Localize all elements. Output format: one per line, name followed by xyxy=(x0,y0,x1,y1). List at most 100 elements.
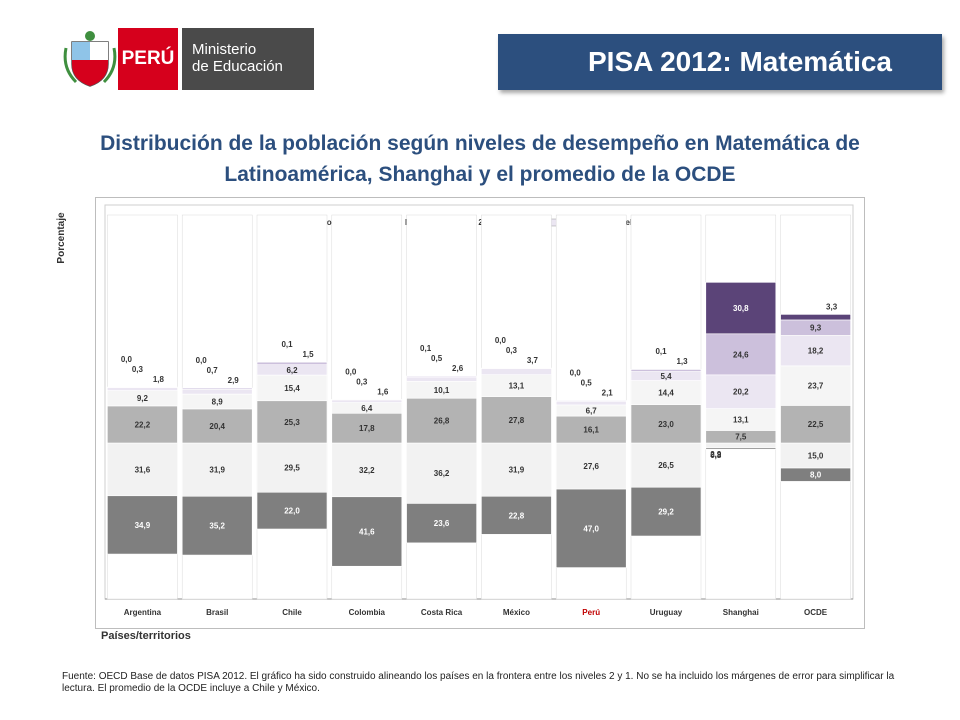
bar-segment xyxy=(107,405,178,444)
x-tick-label: Costa Rica xyxy=(421,608,463,617)
data-label: 22,8 xyxy=(509,511,525,520)
data-label: 9,3 xyxy=(810,324,822,333)
bar-segment xyxy=(780,442,851,469)
bar-segment xyxy=(107,387,178,391)
data-label: 27,6 xyxy=(583,462,599,471)
x-tick-label: México xyxy=(503,608,530,617)
bar-segment xyxy=(630,486,702,537)
data-label: 0,3 xyxy=(506,346,518,355)
data-label: 8,9 xyxy=(212,398,224,407)
data-label: 22,2 xyxy=(135,420,151,429)
data-label: 26,5 xyxy=(658,461,674,470)
bar-segment xyxy=(181,442,253,497)
x-tick-label: Shanghai xyxy=(723,608,759,617)
data-label: 3,3 xyxy=(826,302,838,311)
chart-container: Debajo del Nivel 1Nivel 1Nivel 2Nivel 3N… xyxy=(95,197,865,629)
data-label: 0,0 xyxy=(345,367,357,376)
logo-ministry-line2: de Educación xyxy=(192,58,283,75)
data-label: 0,5 xyxy=(581,379,593,388)
data-label: 34,9 xyxy=(135,521,151,530)
data-label: 0,3 xyxy=(132,365,144,374)
bar-segment xyxy=(256,491,328,530)
data-label: 0,1 xyxy=(655,347,667,356)
data-label: 2,9 xyxy=(710,450,722,459)
bar-segment xyxy=(331,442,403,498)
bar-segment xyxy=(331,496,403,567)
data-label: 1,8 xyxy=(153,375,165,384)
bar-segment xyxy=(256,400,328,444)
data-label: 6,7 xyxy=(586,407,598,416)
bar-segment xyxy=(780,467,851,482)
bar-segment xyxy=(481,442,552,497)
data-label: 0,3 xyxy=(356,377,368,386)
data-label: 18,2 xyxy=(808,347,824,356)
bar-segment xyxy=(705,447,777,450)
bar-segment xyxy=(256,442,328,493)
bar-segment xyxy=(555,401,627,406)
data-label: 41,6 xyxy=(359,528,375,537)
bar-segment xyxy=(481,495,552,535)
data-label: 0,8 xyxy=(710,451,722,460)
x-tick-label: Perú xyxy=(582,608,600,617)
bar-segment xyxy=(705,282,777,335)
data-label: 31,9 xyxy=(209,466,225,475)
data-label: 5,4 xyxy=(660,372,672,381)
peru-coat-of-arms-icon xyxy=(63,31,117,87)
data-label: 10,1 xyxy=(434,386,450,395)
data-label: 35,2 xyxy=(209,522,225,531)
bar-segment xyxy=(780,314,851,321)
x-tick-label: Brasil xyxy=(206,608,228,617)
data-label: 24,6 xyxy=(733,350,749,359)
x-tick-label: OCDE xyxy=(804,608,828,617)
data-label: 14,4 xyxy=(658,389,674,398)
y-axis-label: Porcentaje xyxy=(56,212,67,264)
bar-segment xyxy=(331,399,403,401)
bar-segment xyxy=(107,495,178,555)
data-label: 22,0 xyxy=(284,507,300,516)
data-label: 29,5 xyxy=(284,464,300,473)
bar-segment xyxy=(256,361,328,365)
bar-segment xyxy=(630,404,702,444)
data-label: 13,1 xyxy=(509,382,525,391)
data-label: 16,1 xyxy=(583,426,599,435)
data-label: 2,1 xyxy=(602,389,614,398)
data-label: 6,2 xyxy=(286,366,298,375)
bar-segment xyxy=(331,399,403,403)
data-label: 26,8 xyxy=(434,417,450,426)
data-label: 0,0 xyxy=(196,356,208,365)
source-note: Fuente: OECD Base de datos PISA 2012. El… xyxy=(62,671,895,694)
bar-segment xyxy=(555,415,627,444)
data-label: 1,6 xyxy=(377,387,389,396)
data-label: 13,1 xyxy=(733,416,749,425)
data-label: 31,9 xyxy=(509,466,525,475)
data-label: 23,7 xyxy=(808,382,824,391)
data-label: 2,6 xyxy=(452,364,464,373)
bar-segment xyxy=(630,442,702,488)
data-label: 0,0 xyxy=(570,369,582,378)
data-label: 7,5 xyxy=(735,433,747,442)
data-label: 0,1 xyxy=(281,340,293,349)
data-label: 32,2 xyxy=(359,466,375,475)
bar-segment xyxy=(630,380,702,405)
slide-title-banner: PISA 2012: Matemática xyxy=(498,34,942,90)
x-tick-label: Colombia xyxy=(349,608,386,617)
data-label: 31,6 xyxy=(135,465,151,474)
x-axis-label: Países/territorios xyxy=(101,630,191,642)
data-label: 15,4 xyxy=(284,384,300,393)
bar-segment xyxy=(705,374,777,409)
bar-segment xyxy=(406,503,477,544)
logo-ministry-line1: Ministerio xyxy=(192,41,257,58)
bar-segment xyxy=(705,442,777,449)
data-label: 3,7 xyxy=(527,356,539,365)
bar-segment xyxy=(256,374,328,402)
data-label: 17,8 xyxy=(359,424,375,433)
x-tick-label: Uruguay xyxy=(650,608,683,617)
data-label: 0,7 xyxy=(207,366,219,375)
data-label: 6,4 xyxy=(361,404,373,413)
bar-segment xyxy=(481,367,552,369)
data-label: 20,2 xyxy=(733,388,749,397)
bar-segment xyxy=(780,335,851,367)
data-label: 29,2 xyxy=(658,508,674,517)
bar-segment xyxy=(481,368,552,375)
ministry-logo: PERÚ Ministerio de Educación xyxy=(62,28,314,90)
